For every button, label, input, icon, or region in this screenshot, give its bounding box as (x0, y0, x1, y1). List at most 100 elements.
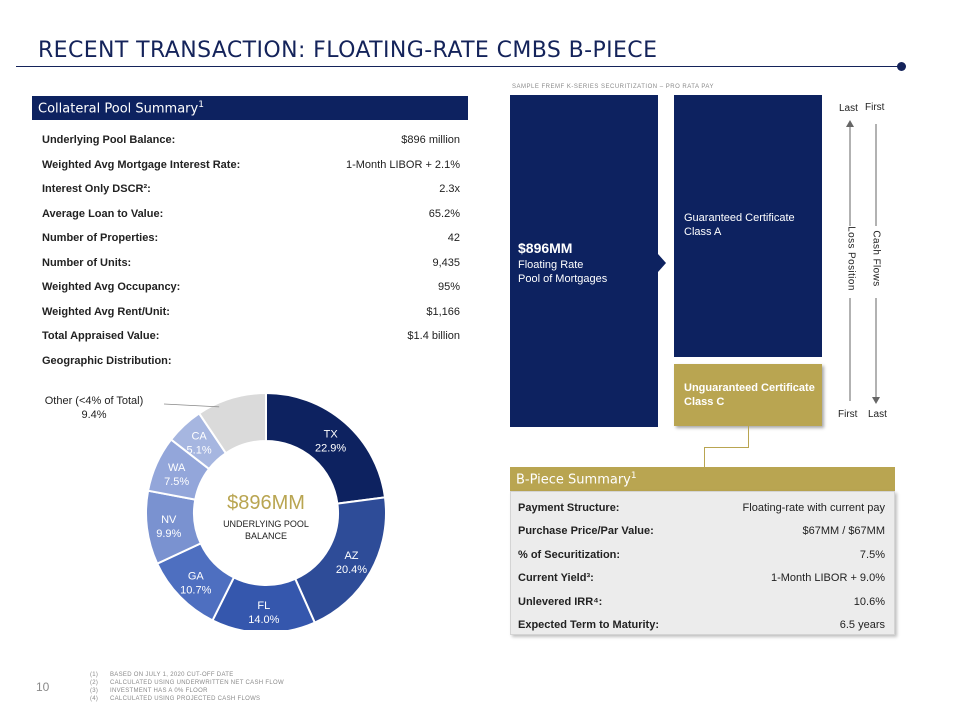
footnote: (1) BASED ON JULY 1, 2020 CUT-OFF DATE (90, 671, 284, 679)
collateral-row-label: Geographic Distribution: (42, 354, 172, 367)
bpiece-row: Expected Term to Maturity: 6.5 years (518, 614, 885, 638)
donut-slice-label: FL (257, 600, 270, 612)
footnote-text: CALCULATED USING PROJECTED CASH FLOWS (110, 696, 261, 702)
collateral-row: Average Loan to Value: 65.2% (42, 202, 460, 227)
up-arrow-icon (846, 120, 854, 127)
title-divider (16, 66, 900, 67)
cash-flows-label: Cash Flows (870, 230, 882, 287)
footnote-number: (2) (90, 680, 99, 686)
class-a-line: Class A (684, 226, 722, 238)
donut-center-label: BALANCE (245, 531, 287, 541)
bpiece-row-label: Unlevered IRR⁴: (518, 595, 603, 608)
collateral-row-value: $1.4 billion (407, 330, 460, 343)
collateral-row-value: $896 million (401, 134, 460, 147)
class-a-line: Guaranteed Certificate (684, 212, 795, 224)
collateral-row: Geographic Distribution: (42, 349, 460, 374)
collateral-row-label: Total Appraised Value: (42, 330, 160, 343)
collateral-row-value: 1-Month LIBOR + 2.1% (345, 158, 460, 171)
collateral-row-value: 9,435 (432, 256, 460, 269)
bpiece-summary-header: B-Piece Summary1 (510, 467, 895, 491)
bpiece-row-value: $67MM / $67MM (802, 525, 885, 538)
collateral-row-label: Underlying Pool Balance: (42, 134, 176, 147)
footnote-number: (3) (90, 688, 99, 694)
bpiece-row: % of Securitization: 7.5% (518, 543, 885, 567)
footnote-number: (4) (90, 696, 99, 702)
bpiece-row: Purchase Price/Par Value: $67MM / $67MM (518, 520, 885, 544)
donut-slice-label: TX (324, 428, 339, 440)
collateral-pool-list: Underlying Pool Balance: $896 million Wei… (42, 128, 460, 373)
collateral-pool-header: Collateral Pool Summary1 (32, 96, 468, 120)
other-leader-line (163, 403, 220, 408)
bpiece-row-value: 10.6% (853, 595, 885, 608)
page-title: RECENT TRANSACTION: FLOATING-RATE CMBS B… (38, 38, 658, 63)
collateral-row: Weighted Avg Mortgage Interest Rate: 1-Mo… (42, 153, 460, 178)
bpiece-summary-box (510, 491, 895, 635)
donut-slice (197, 391, 267, 455)
donut-slice-value: 5.1% (187, 444, 212, 456)
bpiece-row: Unlevered IRR⁴: 10.6% (518, 590, 885, 614)
class-c-certificate-box: Unguaranteed Certificate Class C (674, 364, 822, 426)
loss-position-top-label: Last (839, 103, 858, 114)
collateral-row-label: Weighted Avg Occupancy: (42, 281, 181, 294)
collateral-row: Interest Only DSCR²: 2.3x (42, 177, 460, 202)
collateral-row: Underlying Pool Balance: $896 million (42, 128, 460, 153)
bpiece-row-label: Expected Term to Maturity: (518, 619, 659, 632)
donut-slice-label: WA (168, 462, 186, 474)
donut-slice-value: 10.7% (180, 584, 211, 596)
bpiece-summary-header-sup: 1 (630, 471, 637, 481)
class-a-certificate-box: Guaranteed Certificate Class A (674, 95, 822, 357)
donut-slice-value: 9.9% (156, 528, 181, 540)
page-number: 10 (36, 680, 50, 694)
cash-flows-top-label: First (865, 102, 885, 113)
donut-slice-label: GA (188, 570, 205, 582)
footnote-text: INVESTMENT HAS A 0% FLOOR (110, 688, 208, 694)
geographic-distribution-donut: TX 22.9% AZ 20.4% FL 14.0% GA 10.7% NV 9.9% WA 7.5%… (45, 391, 387, 630)
position-arrows (846, 120, 880, 404)
class-c-connector (704, 447, 749, 448)
collateral-row-value: 95% (437, 281, 460, 294)
collateral-row: Weighted Avg Rent/Unit: $1,166 (42, 300, 460, 325)
footnote: (4) CALCULATED USING PROJECTED CASH FLOWS (90, 695, 284, 703)
bpiece-row-label: Purchase Price/Par Value: (518, 525, 654, 538)
pool-description: Floating Rate Pool of Mortgages (518, 258, 658, 286)
collateral-row-value: 65.2% (428, 207, 460, 220)
pool-arrow-icon (658, 254, 666, 272)
donut-slice-value: 7.5% (164, 476, 189, 488)
collateral-row-label: Weighted Avg Rent/Unit: (42, 305, 170, 318)
footnote: (3) INVESTMENT HAS A 0% FLOOR (90, 687, 284, 695)
class-c-line: Unguaranteed Certificate (684, 382, 815, 394)
footnotes: (1) BASED ON JULY 1, 2020 CUT-OFF DATE (2… (90, 671, 284, 703)
loss-position-label: Loss Position (845, 226, 857, 291)
donut-slice-value: 20.4% (336, 564, 367, 576)
collateral-row: Number of Units: 9,435 (42, 251, 460, 276)
donut-slice-value: 9.4% (81, 409, 106, 421)
class-c-connector (748, 426, 749, 448)
bpiece-summary-list: Payment Structure: Floating-rate with cur… (518, 496, 885, 637)
collateral-row: Total Appraised Value: $1.4 billion (42, 324, 460, 349)
bpiece-row-value: 7.5% (859, 548, 885, 561)
loss-position-bottom-label: First (838, 409, 858, 420)
collateral-row-label: Average Loan to Value: (42, 207, 164, 220)
class-c-connector (704, 447, 705, 467)
footnote: (2) CALCULATED USING UNDERWRITTEN NET CAS… (90, 679, 284, 687)
pool-description-line: Floating Rate (518, 259, 584, 271)
collateral-pool-header-text: Collateral Pool Summary (38, 101, 199, 117)
securitization-sample-label: SAMPLE FREMF K-SERIES SECURITIZATION – P… (512, 84, 714, 90)
bpiece-summary-header-text: B-Piece Summary (516, 472, 631, 488)
collateral-row-value: 42 (447, 232, 460, 245)
donut-slice-label: Other (<4% of Total) (45, 395, 144, 407)
pool-amount: $896MM (518, 240, 573, 256)
bpiece-row-label: Payment Structure: (518, 501, 620, 514)
collateral-row-value: $1,166 (426, 305, 460, 318)
collateral-row-value: 2.3x (439, 183, 460, 196)
donut-center-value: $896MM (227, 492, 305, 514)
mortgage-pool-box: $896MM Floating Rate Pool of Mortgages (510, 95, 658, 427)
bpiece-row-label: % of Securitization: (518, 548, 621, 561)
footnote-text: CALCULATED USING UNDERWRITTEN NET CASH F… (110, 680, 284, 686)
collateral-row-label: Weighted Avg Mortgage Interest Rate: (42, 158, 241, 171)
title-divider-dot (897, 62, 906, 71)
donut-slice-label: NV (161, 514, 177, 526)
donut-center-label: UNDERLYING POOL (223, 519, 309, 529)
collateral-row-label: Interest Only DSCR²: (42, 183, 151, 196)
collateral-row: Weighted Avg Occupancy: 95% (42, 275, 460, 300)
